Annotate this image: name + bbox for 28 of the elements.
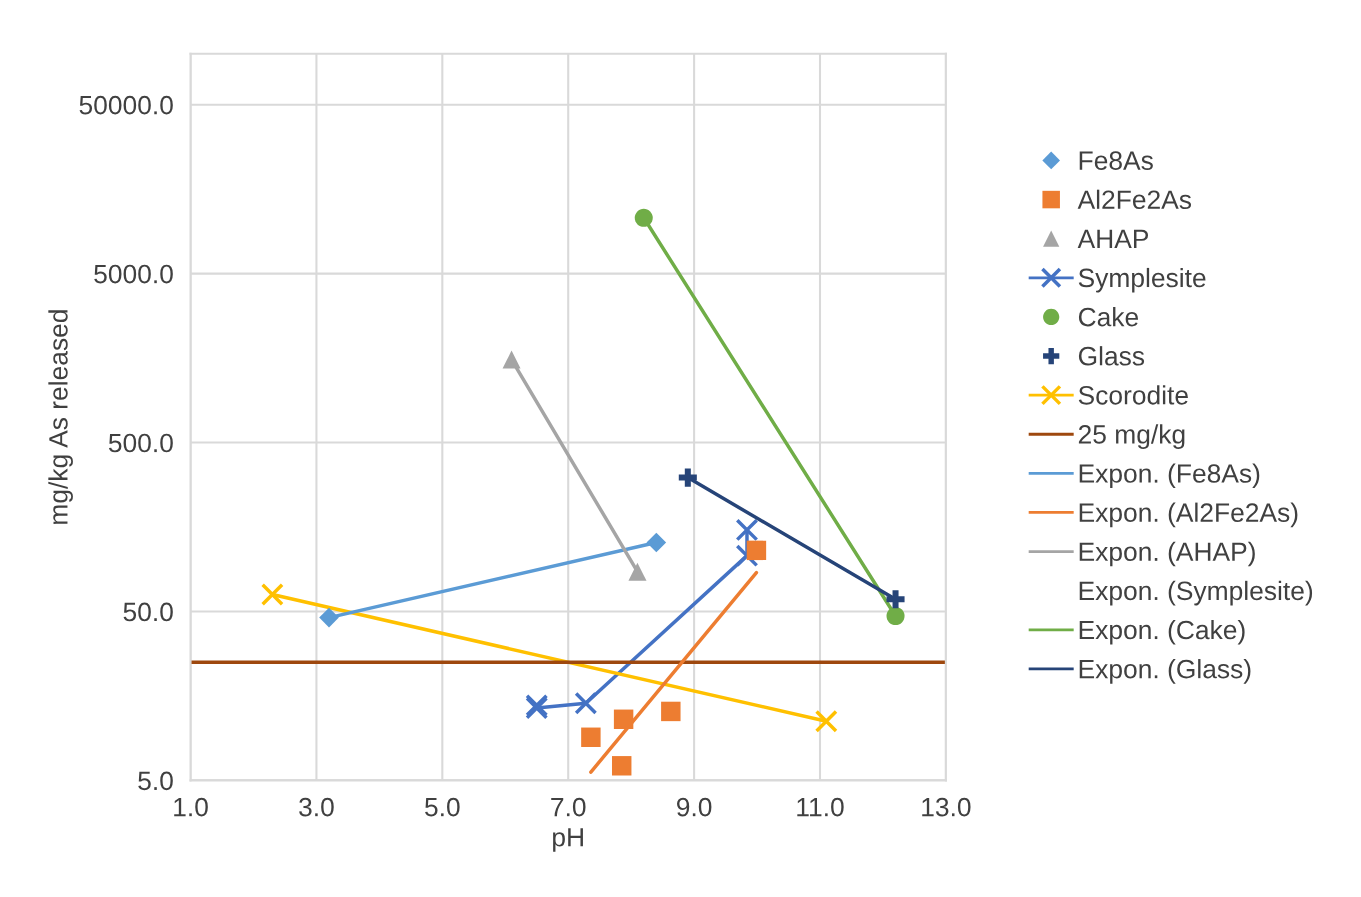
legend-label: Al2Fe2As <box>1077 189 1192 210</box>
legend-label: Expon. (AHAP) <box>1079 541 1255 567</box>
y-tick-label: 5.0 <box>138 771 173 791</box>
x-tick-label: 7.0 <box>551 797 586 817</box>
legend-label: Symplesite <box>1078 267 1206 293</box>
legend-label: Expon. (Glass) <box>1079 659 1251 684</box>
text: Expon. (Symplesite) <box>1079 580 1313 606</box>
x-tick-label: 11.0 <box>797 797 844 817</box>
legend-label: Fe8As <box>1079 151 1153 170</box>
y-tick-label: 50.0 <box>123 602 173 622</box>
y-tick-label: 5000.0 <box>94 264 173 284</box>
x-tick-label: 1.0 <box>174 797 208 817</box>
legend-label: Scorodite <box>1078 385 1188 405</box>
legend-label: AHAP <box>1077 229 1149 248</box>
x-tick-label: 9.0 <box>677 797 712 817</box>
legend-label: 25 mg/kg <box>1078 424 1185 449</box>
y-tick-label: 50000.0 <box>79 95 173 115</box>
legend-label: Expon. (Al2Fe2As) <box>1079 502 1298 528</box>
x-tick-label: 3.0 <box>299 797 334 817</box>
legend-label: Expon. (Cake) <box>1079 619 1245 645</box>
legend-label: Cake <box>1078 307 1139 327</box>
y-axis-title: mg/kg As released <box>48 310 73 524</box>
x-axis-title: pH <box>553 828 583 852</box>
y-tick-label: 500.0 <box>108 433 173 453</box>
x-tick-label: 5.0 <box>425 797 460 817</box>
legend-label: Glass <box>1078 346 1145 366</box>
legend-label: Expon. (Fe8As) <box>1079 463 1260 489</box>
x-tick-label: 13.0 <box>922 797 971 817</box>
